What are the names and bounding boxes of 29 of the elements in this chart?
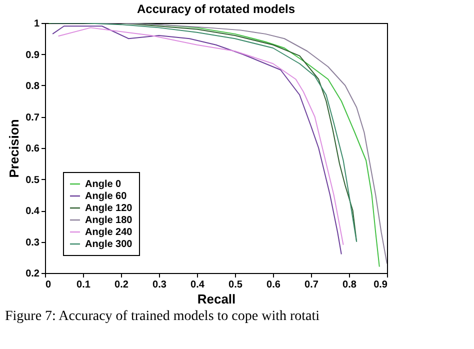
x-tick-label: 0.1 — [76, 280, 91, 290]
y-tick-label: 0.3 — [26, 237, 40, 248]
y-tick-label: 0.2 — [26, 268, 40, 280]
y-tick-label: 0.7 — [26, 112, 40, 124]
x-tick-label: 0 — [46, 280, 52, 290]
legend-label: Angle 60 — [85, 191, 128, 202]
x-axis-title: Recall — [197, 292, 236, 306]
y-tick-label: 1 — [34, 18, 40, 30]
x-tick-label: 0.5 — [228, 280, 243, 290]
y-tick-label: 0.4 — [26, 206, 40, 217]
caption: Figure 7: Accuracy of trained models to cope with rotati — [5, 309, 320, 324]
y-tick-label: 0.6 — [26, 144, 40, 154]
legend-label: Angle 0 — [85, 179, 122, 190]
y-tick-label: 0.9 — [26, 50, 40, 61]
legend-label: Angle 120 — [85, 203, 133, 214]
x-tick-label: 0.3 — [152, 280, 167, 290]
legend-label: Angle 180 — [85, 215, 133, 226]
x-tick-label: 0.7 — [304, 280, 319, 290]
x-tick-label: 0.6 — [266, 280, 281, 290]
y-tick-label: 0.8 — [26, 81, 40, 92]
legend-label: Angle 300 — [85, 239, 133, 250]
y-tick-label: 0.5 — [26, 174, 40, 186]
x-tick-label: 0.4 — [190, 280, 205, 290]
x-tick-label: 0.9 — [374, 280, 388, 290]
x-tick-label: 0.8 — [342, 280, 357, 290]
legend-label: Angle 240 — [85, 227, 133, 238]
x-tick-label: 0.2 — [114, 280, 129, 290]
y-axis-title: Precision — [6, 119, 22, 178]
chart-title: Accuracy of rotated models — [136, 2, 296, 16]
